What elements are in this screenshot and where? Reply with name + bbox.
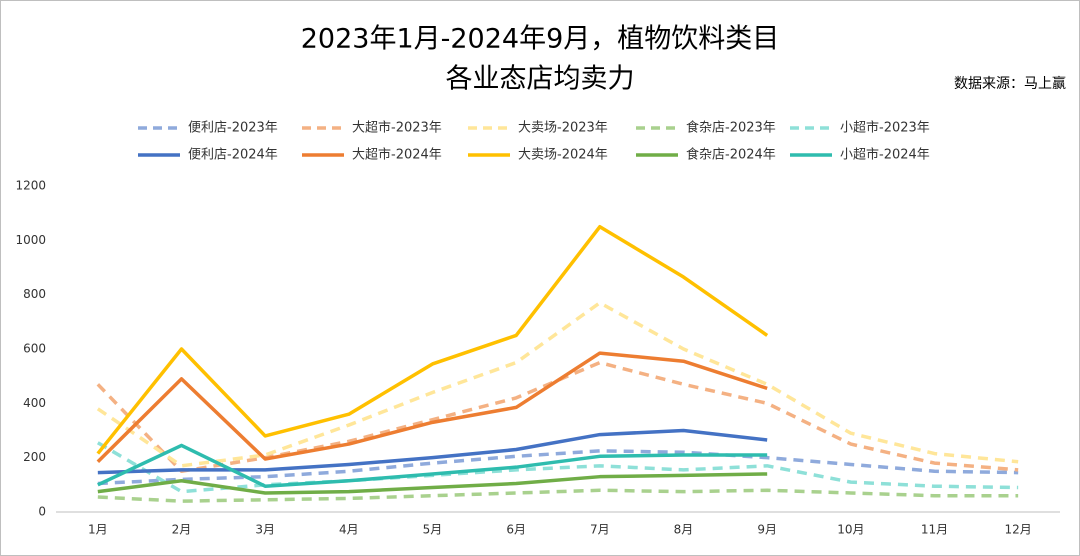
legend-label: 食杂店-2023年 <box>686 120 776 136</box>
series-line <box>97 472 768 495</box>
chart-title: 各业态店均卖力 <box>446 64 635 95</box>
y-tick-label: 1000 <box>15 233 46 247</box>
series-line <box>96 225 769 455</box>
legend-label: 小超市-2024年 <box>840 147 930 163</box>
y-tick-label: 1200 <box>15 179 46 193</box>
series-line <box>97 443 768 488</box>
series-line <box>97 449 1019 486</box>
legend-label: 大卖场-2024年 <box>518 148 608 163</box>
x-tick-label: 3月 <box>255 523 275 537</box>
legend-label: 食杂店-2024年 <box>686 147 776 163</box>
annotation: 数据来源：马上赢 <box>954 75 1066 92</box>
legend-label: 大超市-2024年 <box>352 147 442 163</box>
legend-label: 便利店-2024年 <box>188 148 278 163</box>
series-line <box>97 488 1019 503</box>
x-tick-label: 6月 <box>506 523 526 537</box>
legend-label: 小超市-2023年 <box>840 120 930 136</box>
chart-title: 2023年1月-2024年9月，植物饮料类目 <box>301 24 780 55</box>
series-line <box>96 441 1019 494</box>
series-line <box>96 360 1019 473</box>
x-tick-label: 4月 <box>339 523 359 537</box>
series-line <box>97 428 768 475</box>
legend-label: 便利店-2023年 <box>188 121 278 136</box>
y-tick-label: 600 <box>23 342 46 356</box>
x-tick-label: 11月 <box>921 523 948 537</box>
x-tick-label: 1月 <box>88 523 108 537</box>
x-tick-label: 9月 <box>757 523 777 537</box>
x-tick-label: 2月 <box>172 523 192 537</box>
y-tick-label: 200 <box>23 450 46 464</box>
y-tick-label: 800 <box>23 287 46 301</box>
series-line <box>96 351 768 463</box>
legend-label: 大超市-2023年 <box>352 120 442 136</box>
legend-label: 大卖场-2023年 <box>518 121 608 136</box>
x-tick-label: 10月 <box>837 523 864 537</box>
x-tick-label: 8月 <box>674 523 694 537</box>
x-tick-label: 12月 <box>1005 523 1032 537</box>
y-tick-label: 0 <box>38 505 46 519</box>
series-line <box>96 301 1019 468</box>
x-tick-label: 7月 <box>590 523 610 537</box>
y-tick-label: 400 <box>23 396 46 410</box>
x-tick-label: 5月 <box>423 523 443 537</box>
